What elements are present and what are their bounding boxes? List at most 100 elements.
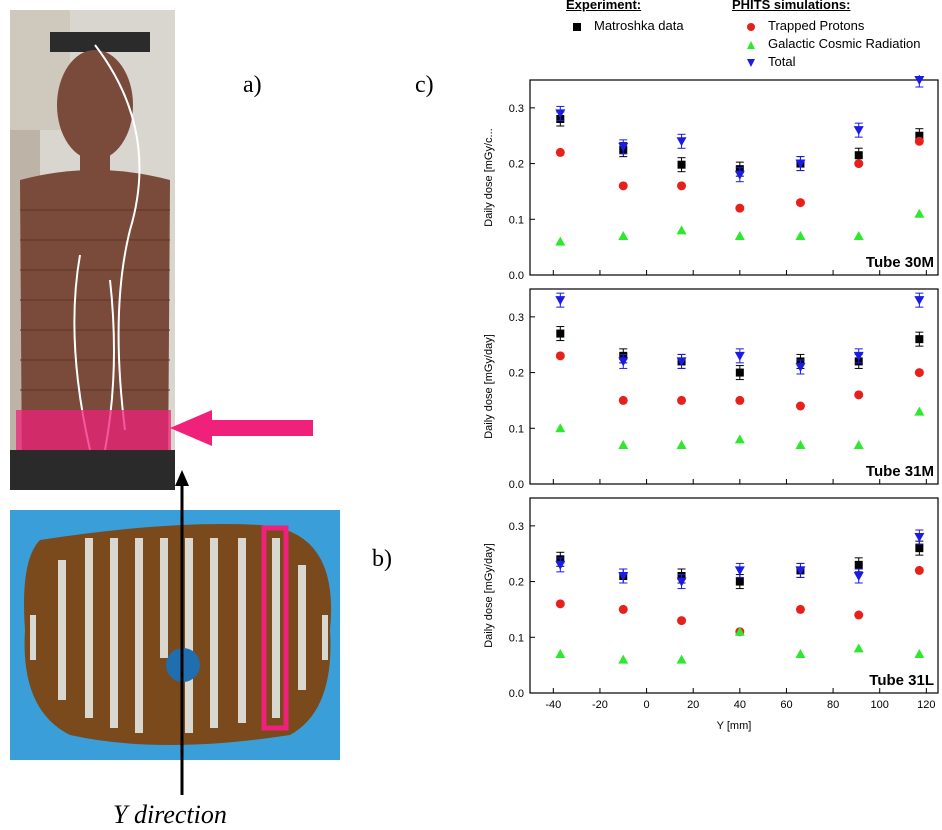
point-total xyxy=(734,566,745,576)
point-total xyxy=(618,572,629,581)
point-gcr xyxy=(914,649,925,658)
legend-marker-total xyxy=(747,59,755,67)
legend-experiment-header: Experiment: xyxy=(566,0,642,12)
point-gcr xyxy=(676,440,687,449)
point-gcr xyxy=(618,654,629,664)
point-gcr xyxy=(676,225,687,235)
panel-label-b: b) xyxy=(372,546,392,572)
point-gcr xyxy=(618,231,629,240)
legend-marker-trapped xyxy=(747,23,755,31)
point-total xyxy=(734,351,745,361)
point-trapped-protons xyxy=(555,351,565,361)
x-tick-label: 40 xyxy=(734,699,746,711)
panel-label-c: c) xyxy=(415,72,434,98)
y-tick-label: 0.3 xyxy=(509,312,524,324)
legend-label-trapped: Trapped Protons xyxy=(768,18,865,33)
point-gcr xyxy=(618,440,629,449)
legend-label-total: Total xyxy=(768,54,796,69)
x-tick-label: 80 xyxy=(827,699,839,711)
point-matroshka xyxy=(735,368,744,377)
point-gcr xyxy=(853,643,864,653)
x-tick-label: -20 xyxy=(592,699,608,711)
point-matroshka xyxy=(677,160,686,169)
point-gcr xyxy=(853,231,864,240)
y-tick-label: 0.3 xyxy=(509,521,524,533)
legend: Experiment: PHITS simulations: Matroshka… xyxy=(560,0,942,72)
point-gcr xyxy=(795,440,806,449)
point-gcr xyxy=(734,231,745,240)
point-trapped-protons xyxy=(618,181,628,191)
dose-charts: 0.0 0.1 0.2 0.3 Daily dose [mGy/c... Tube 30M… xyxy=(483,75,939,732)
point-gcr xyxy=(914,208,925,218)
point-matroshka xyxy=(735,577,744,586)
y-tick-label: 0.1 xyxy=(509,214,524,226)
y-tick-label: 0.3 xyxy=(509,103,524,115)
point-trapped-protons xyxy=(735,203,745,213)
point-total xyxy=(914,76,925,85)
point-trapped-protons xyxy=(854,159,864,169)
legend-simulation-header: PHITS simulations: xyxy=(732,0,851,12)
point-total xyxy=(795,159,806,169)
point-gcr xyxy=(795,231,806,240)
point-trapped-protons xyxy=(914,565,924,575)
point-matroshka xyxy=(915,544,924,553)
point-matroshka xyxy=(556,329,565,338)
slice-illustration xyxy=(24,524,332,745)
y-tick-label: 0.1 xyxy=(509,632,524,644)
point-total xyxy=(676,137,687,147)
slice-photo xyxy=(10,510,340,760)
point-total xyxy=(618,142,629,152)
y-tick-label: 0.2 xyxy=(509,368,524,380)
x-tick-label: 120 xyxy=(917,699,935,711)
point-gcr xyxy=(555,649,566,658)
point-trapped-protons xyxy=(914,368,924,378)
phantom-illustration xyxy=(10,10,175,490)
chart-title: Tube 30M xyxy=(866,254,934,271)
point-trapped-protons xyxy=(677,181,687,191)
point-total xyxy=(853,351,864,361)
y-tick-label: 0.2 xyxy=(509,159,524,171)
point-total xyxy=(618,357,629,367)
phantom-photo xyxy=(10,10,175,490)
x-tick-label: 60 xyxy=(780,699,792,711)
y-tick-label: 0.0 xyxy=(509,479,524,491)
point-gcr xyxy=(914,406,925,416)
plot-frame-2 xyxy=(529,288,939,485)
point-trapped-protons xyxy=(795,198,805,208)
legend-marker-gcr xyxy=(747,41,755,49)
chart-title: Tube 31M xyxy=(866,463,934,480)
point-trapped-protons xyxy=(618,395,628,405)
y-axis-label: Daily dose [mGy/day] xyxy=(483,543,495,648)
point-trapped-protons xyxy=(735,395,745,405)
point-trapped-protons xyxy=(854,610,864,620)
y-tick-label: 0.1 xyxy=(509,423,524,435)
point-total xyxy=(676,357,687,367)
x-tick-label: 100 xyxy=(871,699,889,711)
point-gcr xyxy=(555,423,566,433)
point-total xyxy=(795,566,806,576)
point-gcr xyxy=(676,654,687,664)
point-trapped-protons xyxy=(795,604,805,614)
legend-marker-matroshka xyxy=(573,23,581,31)
x-axis-label: Y [mm] xyxy=(717,720,752,732)
panel-label-a: a) xyxy=(243,72,262,98)
point-total xyxy=(914,296,925,306)
point-matroshka xyxy=(854,560,863,569)
point-gcr xyxy=(853,440,864,449)
chart-title: Tube 31L xyxy=(869,672,934,689)
y-axis-label: Daily dose [mGy/day] xyxy=(483,334,495,439)
y-direction-arrow xyxy=(175,470,189,795)
point-trapped-protons xyxy=(914,136,924,146)
highlight-arrow xyxy=(170,410,313,446)
point-matroshka xyxy=(915,131,924,140)
point-trapped-protons xyxy=(795,401,805,411)
x-tick-label: 20 xyxy=(687,699,699,711)
point-total xyxy=(795,363,806,372)
point-trapped-protons xyxy=(854,390,864,400)
point-total xyxy=(914,533,925,542)
y-tick-label: 0.0 xyxy=(509,688,524,700)
point-total xyxy=(676,577,687,587)
point-gcr xyxy=(555,236,566,246)
point-total xyxy=(853,126,864,136)
legend-label-gcr: Galactic Cosmic Radiation xyxy=(768,36,921,51)
